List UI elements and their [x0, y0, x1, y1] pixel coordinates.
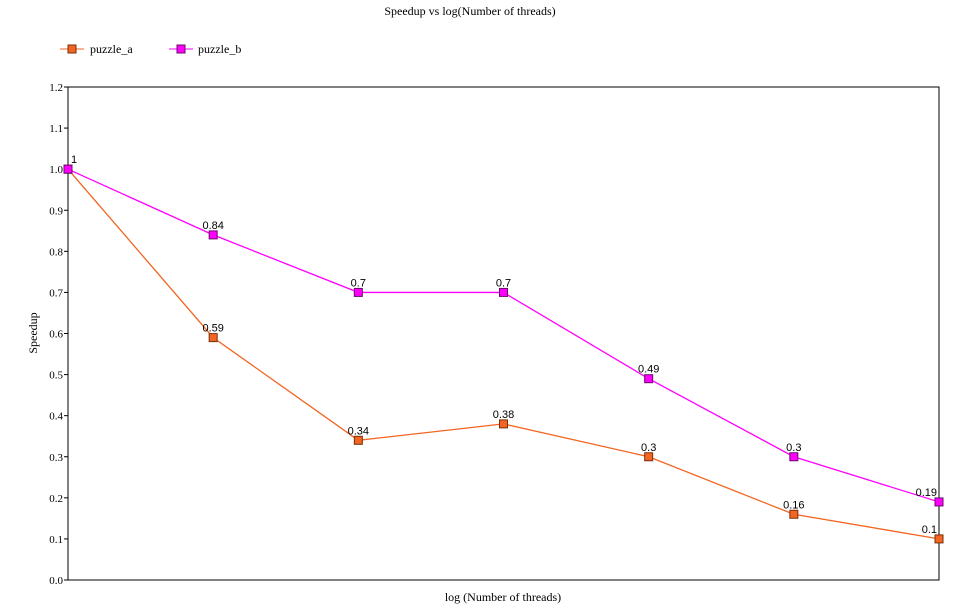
y-tick-label: 0.5 [49, 370, 63, 382]
series-line-puzzle-a [67, 168, 940, 540]
legend-label-puzzle-b: puzzle_b [198, 42, 241, 56]
data-point-puzzle-a [353, 435, 363, 445]
series-line-puzzle-b [67, 168, 940, 503]
y-tick-label: 0.7 [49, 287, 63, 299]
data-point-puzzle-b [63, 164, 73, 174]
data-point-puzzle-b [934, 497, 944, 507]
data-point-puzzle-a [934, 534, 944, 544]
y-tick-label: 0.0 [49, 575, 63, 587]
y-tick-label: 0.4 [49, 411, 63, 423]
y-tick-label: 0.3 [49, 452, 63, 464]
data-label-puzzle-b: 0.7 [351, 277, 366, 289]
data-point-puzzle-a [789, 509, 799, 519]
data-point-puzzle-b [789, 452, 799, 462]
data-point-puzzle-b [353, 287, 363, 297]
data-label-puzzle-b: 0.3 [786, 442, 801, 454]
x-axis-label: log (Number of threads) [445, 590, 561, 604]
data-point-puzzle-a [208, 333, 218, 343]
y-axis-label: Speedup [26, 312, 40, 353]
y-tick-label: 0.6 [49, 329, 63, 341]
legend-marker-puzzle-b [176, 44, 186, 54]
y-tick-label: 1.1 [49, 123, 63, 135]
series-puzzle-a [67, 168, 940, 540]
data-point-puzzle-b [644, 374, 654, 384]
y-tick-label: 0.1 [49, 534, 63, 546]
data-point-puzzle-b [499, 287, 508, 297]
plot-frame [67, 86, 940, 581]
data-label-puzzle-a: 0.38 [493, 409, 514, 421]
data-label-puzzle-b: 0.7 [496, 277, 511, 289]
series-puzzle-b [67, 168, 940, 503]
data-label-puzzle-a: 0.3 [641, 442, 656, 454]
data-label-puzzle-a: 1 [71, 154, 77, 166]
legend-item-puzzle-b: puzzle_b [169, 42, 241, 56]
legend-label-puzzle-a: puzzle_a [90, 42, 133, 56]
legend-item-puzzle-a: puzzle_a [60, 42, 133, 56]
data-point-puzzle-b [208, 230, 218, 240]
chart-title: Speedup vs log(Number of threads) [384, 4, 555, 18]
series-layer: 1 0.59 0.34 0.38 0.3 0.16 0.1 0.84 0.7 0.7 0.49 0.3… [63, 154, 944, 544]
data-point-puzzle-a [499, 419, 508, 429]
data-label-puzzle-a: 0.1 [922, 524, 937, 536]
data-label-puzzle-b: 0.19 [916, 487, 937, 499]
data-point-puzzle-a [644, 452, 654, 462]
data-label-puzzle-b: 0.49 [638, 364, 659, 376]
markers-puzzle-a: 1 0.59 0.34 0.38 0.3 0.16 0.1 [63, 154, 944, 544]
y-tick-label: 0.2 [49, 493, 63, 505]
markers-puzzle-b: 0.84 0.7 0.7 0.49 0.3 0.19 [63, 164, 944, 507]
y-axis: 0.0 0.1 0.2 0.3 0.4 0.5 0.6 0.7 0.8 0.9 1.0 1.1 1.2 [49, 82, 68, 587]
data-label-puzzle-a: 0.59 [202, 323, 223, 335]
data-label-puzzle-a: 0.34 [348, 425, 369, 437]
legend-marker-puzzle-a [67, 44, 77, 54]
data-label-puzzle-a: 0.16 [783, 499, 804, 511]
legend: puzzle_a puzzle_b [60, 42, 241, 56]
y-tick-label: 0.9 [49, 205, 63, 217]
y-tick-label: 0.8 [49, 246, 63, 258]
y-tick-label: 1.0 [49, 164, 63, 176]
data-label-puzzle-b: 0.84 [202, 220, 223, 232]
y-tick-label: 1.2 [49, 82, 63, 94]
